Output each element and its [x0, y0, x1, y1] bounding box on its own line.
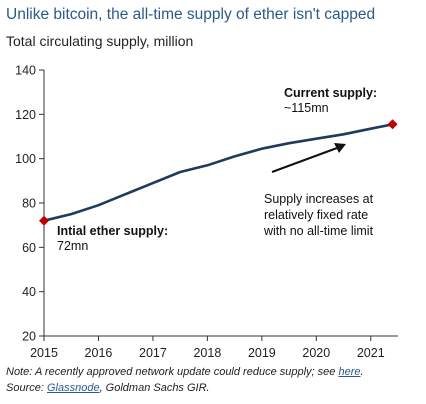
y-tick-label: 120 — [15, 108, 36, 122]
source-prefix: Source: — [6, 382, 47, 394]
x-tick-label: 2021 — [357, 346, 385, 360]
x-tick-label: 2019 — [248, 346, 276, 360]
trend-text-line2: relatively fixed rate — [264, 208, 368, 222]
source-line: Source: Glassnode, Goldman Sachs GIR. — [6, 382, 210, 394]
initial-supply-label: Intial ether supply: — [57, 224, 168, 238]
trend-text-line3: with no all-time limit — [263, 224, 374, 238]
y-tick-label: 40 — [22, 285, 36, 299]
x-tick-label: 2017 — [139, 346, 167, 360]
footnote-text: Note: A recently approved network update… — [6, 366, 339, 378]
y-tick-label: 60 — [22, 241, 36, 255]
x-tick-label: 2020 — [302, 346, 330, 360]
y-tick-label: 20 — [22, 330, 36, 344]
trend-arrow-shaft — [271, 147, 338, 173]
trend-text-line1: Supply increases at — [264, 192, 374, 206]
source-end: , Goldman Sachs GIR. — [99, 382, 210, 394]
current-supply-value: ~115mn — [284, 101, 329, 115]
supply-marker — [387, 119, 398, 130]
initial-supply-value: 72mn — [57, 239, 88, 253]
x-tick-label: 2018 — [193, 346, 221, 360]
chart-title: Unlike bitcoin, the all-time supply of e… — [6, 6, 376, 23]
supply-marker — [39, 215, 49, 226]
y-tick-label: 140 — [15, 64, 36, 78]
y-tick-label: 100 — [15, 152, 36, 166]
footnote-link[interactable]: here — [338, 366, 361, 378]
x-tick-label: 2015 — [30, 346, 58, 360]
footnote-end: . — [360, 366, 364, 378]
chart-subtitle: Total circulating supply, million — [6, 33, 194, 49]
y-tick-label: 80 — [22, 197, 36, 211]
trend-arrow-head — [334, 143, 346, 153]
source-link[interactable]: Glassnode — [46, 382, 100, 394]
supply-line — [42, 123, 394, 222]
x-tick-label: 2016 — [85, 346, 113, 360]
current-supply-label: Current supply: — [284, 86, 377, 100]
footnote: Note: A recently approved network update… — [6, 366, 364, 378]
